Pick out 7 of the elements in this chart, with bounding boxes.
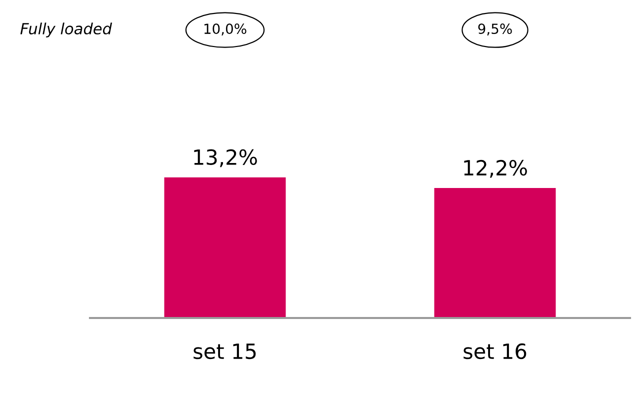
text: 9,5% [478, 24, 512, 36]
text: Fully loaded [20, 22, 112, 38]
data-label: 12,2% [464, 160, 527, 178]
data-label: 13,2% [194, 149, 257, 168]
x-tick-label: set 16 [464, 343, 526, 360]
text: 10,0% [204, 24, 246, 36]
x-tick-label: set 15 [194, 344, 256, 360]
